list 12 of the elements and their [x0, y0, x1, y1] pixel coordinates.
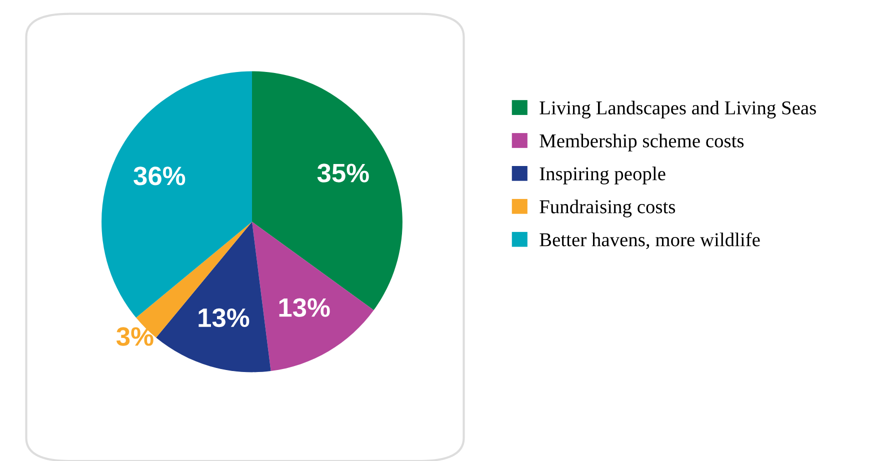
- data-label: 35%: [317, 164, 369, 182]
- legend-label: Better havens, more wildlife: [540, 232, 760, 250]
- data-label: 3%: [116, 327, 154, 346]
- legend-label: Membership scheme costs: [540, 134, 744, 152]
- data-label: 13%: [198, 308, 250, 328]
- pie-slice: [252, 222, 374, 372]
- data-label: 13%: [279, 298, 330, 317]
- legend-label: Living Landscapes and Living Seas: [540, 100, 816, 118]
- legend-label: Fundraising costs: [540, 200, 676, 218]
- data-label: 36%: [134, 166, 186, 186]
- legend-label: Inspiring people: [540, 166, 666, 184]
- pie-slice: [156, 222, 271, 372]
